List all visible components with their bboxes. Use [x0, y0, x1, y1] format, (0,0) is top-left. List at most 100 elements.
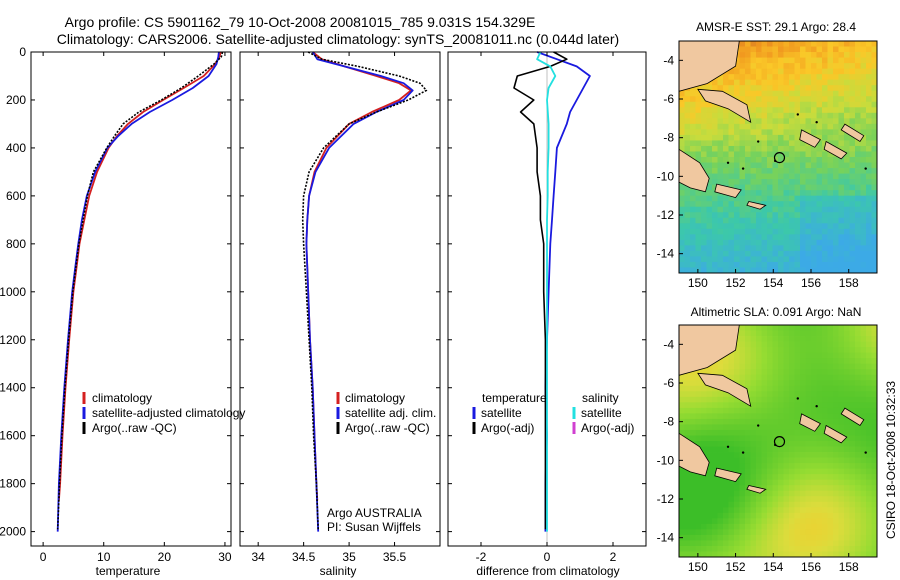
map-cell: [866, 168, 872, 174]
map-cell: [767, 341, 773, 348]
map-cell: [695, 496, 702, 503]
map-cell: [866, 57, 872, 64]
map-cell: [855, 96, 861, 103]
map-cell: [739, 52, 746, 58]
map-cell: [739, 46, 746, 53]
map-cell: [745, 507, 751, 514]
map-cell: [783, 118, 790, 125]
map-cell: [701, 217, 707, 224]
map-cell: [800, 363, 806, 370]
map-cell: [684, 195, 691, 202]
map-cell: [827, 168, 834, 174]
map-cell: [690, 134, 696, 141]
map-cell: [860, 206, 867, 213]
map-cell: [844, 157, 850, 163]
map-cell: [794, 352, 801, 359]
map-cell: [838, 101, 845, 108]
map-cell: [772, 228, 779, 235]
salinity-panel: 34 34.5 35 35.5 salinity climatology satell…: [239, 51, 441, 578]
map-cell: [734, 85, 740, 92]
map-cell: [833, 74, 839, 81]
map-cell: [734, 441, 740, 447]
map-cell: [706, 534, 713, 541]
map-cell: [805, 551, 812, 558]
map-cell: [871, 57, 878, 64]
map-cell: [728, 162, 735, 169]
map-cell: [778, 418, 784, 425]
map-cell: [695, 424, 702, 431]
map-cell: [805, 352, 812, 359]
map-cell: [723, 234, 729, 241]
map-cell: [772, 330, 779, 337]
map-cell: [789, 250, 795, 257]
map-cell: [800, 256, 806, 263]
map-cell: [866, 474, 872, 481]
map-cell: [860, 57, 867, 64]
map-cell: [761, 347, 768, 354]
map-cell: [805, 41, 812, 47]
map-cell: [728, 534, 735, 541]
map-cell: [695, 206, 702, 213]
map-cell: [838, 41, 845, 47]
map-cell: [794, 79, 801, 86]
map-cell: [690, 145, 696, 152]
map-cell: [783, 474, 790, 481]
map-cell: [833, 441, 839, 447]
map-cell: [838, 534, 845, 541]
map-cell: [800, 52, 806, 58]
map-cell: [701, 85, 707, 92]
map-cell: [717, 129, 724, 136]
map-cell: [794, 140, 801, 147]
map-cell: [712, 496, 718, 503]
map-cell: [789, 107, 795, 114]
map-cell: [783, 250, 790, 257]
map-cell: [756, 452, 762, 458]
map-cell: [800, 485, 806, 492]
map-cell: [816, 529, 823, 536]
map-cell: [772, 179, 779, 186]
map-cell: [844, 201, 850, 208]
map-x-tick-label: 156: [801, 276, 821, 290]
map-cell: [800, 391, 806, 398]
map-cell: [827, 190, 834, 197]
map-cell: [706, 545, 713, 552]
map-cell: [706, 129, 713, 136]
map-cell: [855, 206, 861, 213]
map-cell: [767, 435, 773, 442]
map-cell: [756, 429, 762, 436]
map-cell: [849, 179, 856, 186]
map-cell: [811, 234, 817, 241]
map-cell: [767, 424, 773, 431]
island-dot: [864, 167, 867, 170]
map-cell: [805, 212, 812, 219]
map-cell: [855, 352, 861, 359]
map-cell: [772, 267, 779, 274]
map-cell: [833, 79, 839, 86]
map-y-tick-label: -14: [657, 247, 675, 261]
map-cell: [745, 68, 751, 75]
map-cell: [849, 234, 856, 241]
map-cell: [756, 534, 762, 541]
map-cell: [805, 157, 812, 163]
map-cell: [827, 463, 834, 470]
map-cell: [712, 512, 718, 519]
map-cell: [866, 112, 872, 119]
map-cell: [800, 336, 806, 342]
map-cell: [833, 396, 839, 403]
map-cell: [844, 374, 850, 381]
map-cell: [706, 206, 713, 213]
map-cell: [855, 46, 861, 53]
map-cell: [728, 496, 735, 503]
map-cell: [695, 212, 702, 219]
map-cell: [866, 129, 872, 136]
map-cell: [860, 195, 867, 202]
map-cell: [761, 157, 768, 163]
map-cell: [772, 512, 779, 519]
map-cell: [811, 173, 817, 180]
map-cell: [811, 190, 817, 197]
map-cell: [767, 201, 773, 208]
map-cell: [822, 424, 828, 431]
map-cell: [822, 523, 828, 530]
map-cell: [849, 68, 856, 75]
